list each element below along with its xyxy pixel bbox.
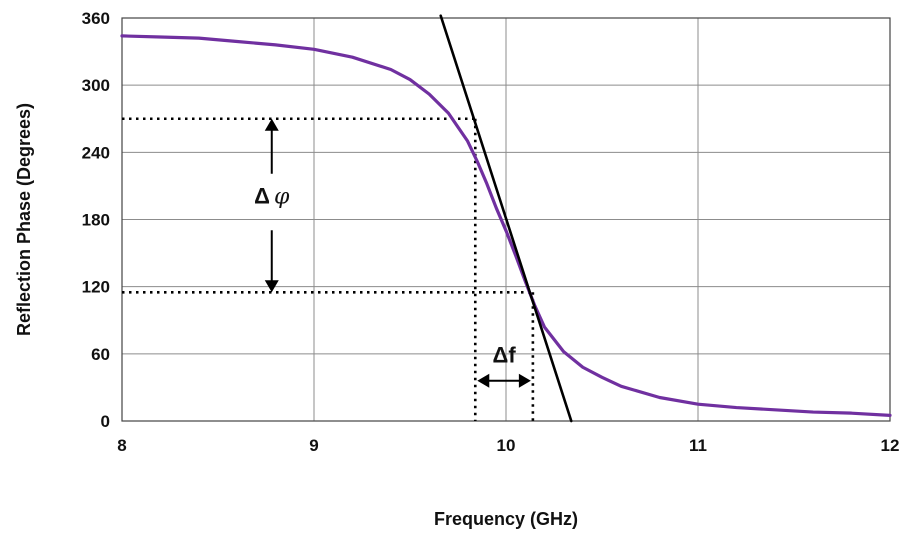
guide-lines — [122, 117, 535, 421]
delta-phi-arrow-up-head — [264, 118, 279, 131]
y-tick-label: 120 — [82, 278, 110, 297]
y-tick-label: 300 — [82, 76, 110, 95]
x-tick-label: 12 — [881, 436, 900, 455]
y-axis-title: Reflection Phase (Degrees) — [14, 103, 34, 336]
x-axis-title: Frequency (GHz) — [434, 509, 578, 529]
y-tick-label: 0 — [101, 412, 110, 431]
phase-curve-line — [120, 34, 892, 417]
x-tick-label: 10 — [497, 436, 516, 455]
plot-frame — [121, 17, 891, 422]
y-tick-label: 60 — [91, 345, 110, 364]
y-tick-label: 180 — [82, 211, 110, 230]
y-tick-label: 360 — [82, 9, 110, 28]
delta-f-arrow-left-head — [477, 373, 490, 388]
y-tick-label: 240 — [82, 143, 110, 162]
delta-symbol: Δ — [254, 184, 270, 209]
x-tick-label: 9 — [309, 436, 318, 455]
delta-f-label: Δf — [493, 343, 517, 368]
x-tick-labels: 8 9 10 11 12 — [117, 436, 899, 455]
x-tick-label: 11 — [689, 436, 707, 455]
tangent-line — [439, 14, 573, 423]
delta-phi-arrow-down-head — [264, 280, 279, 293]
x-tick-label: 8 — [117, 436, 126, 455]
y-tick-labels: 0 60 120 180 240 300 360 — [82, 9, 110, 431]
series-layer — [120, 14, 892, 423]
phi-symbol: φ — [274, 185, 290, 210]
delta-f-arrow-right-head — [518, 373, 531, 388]
